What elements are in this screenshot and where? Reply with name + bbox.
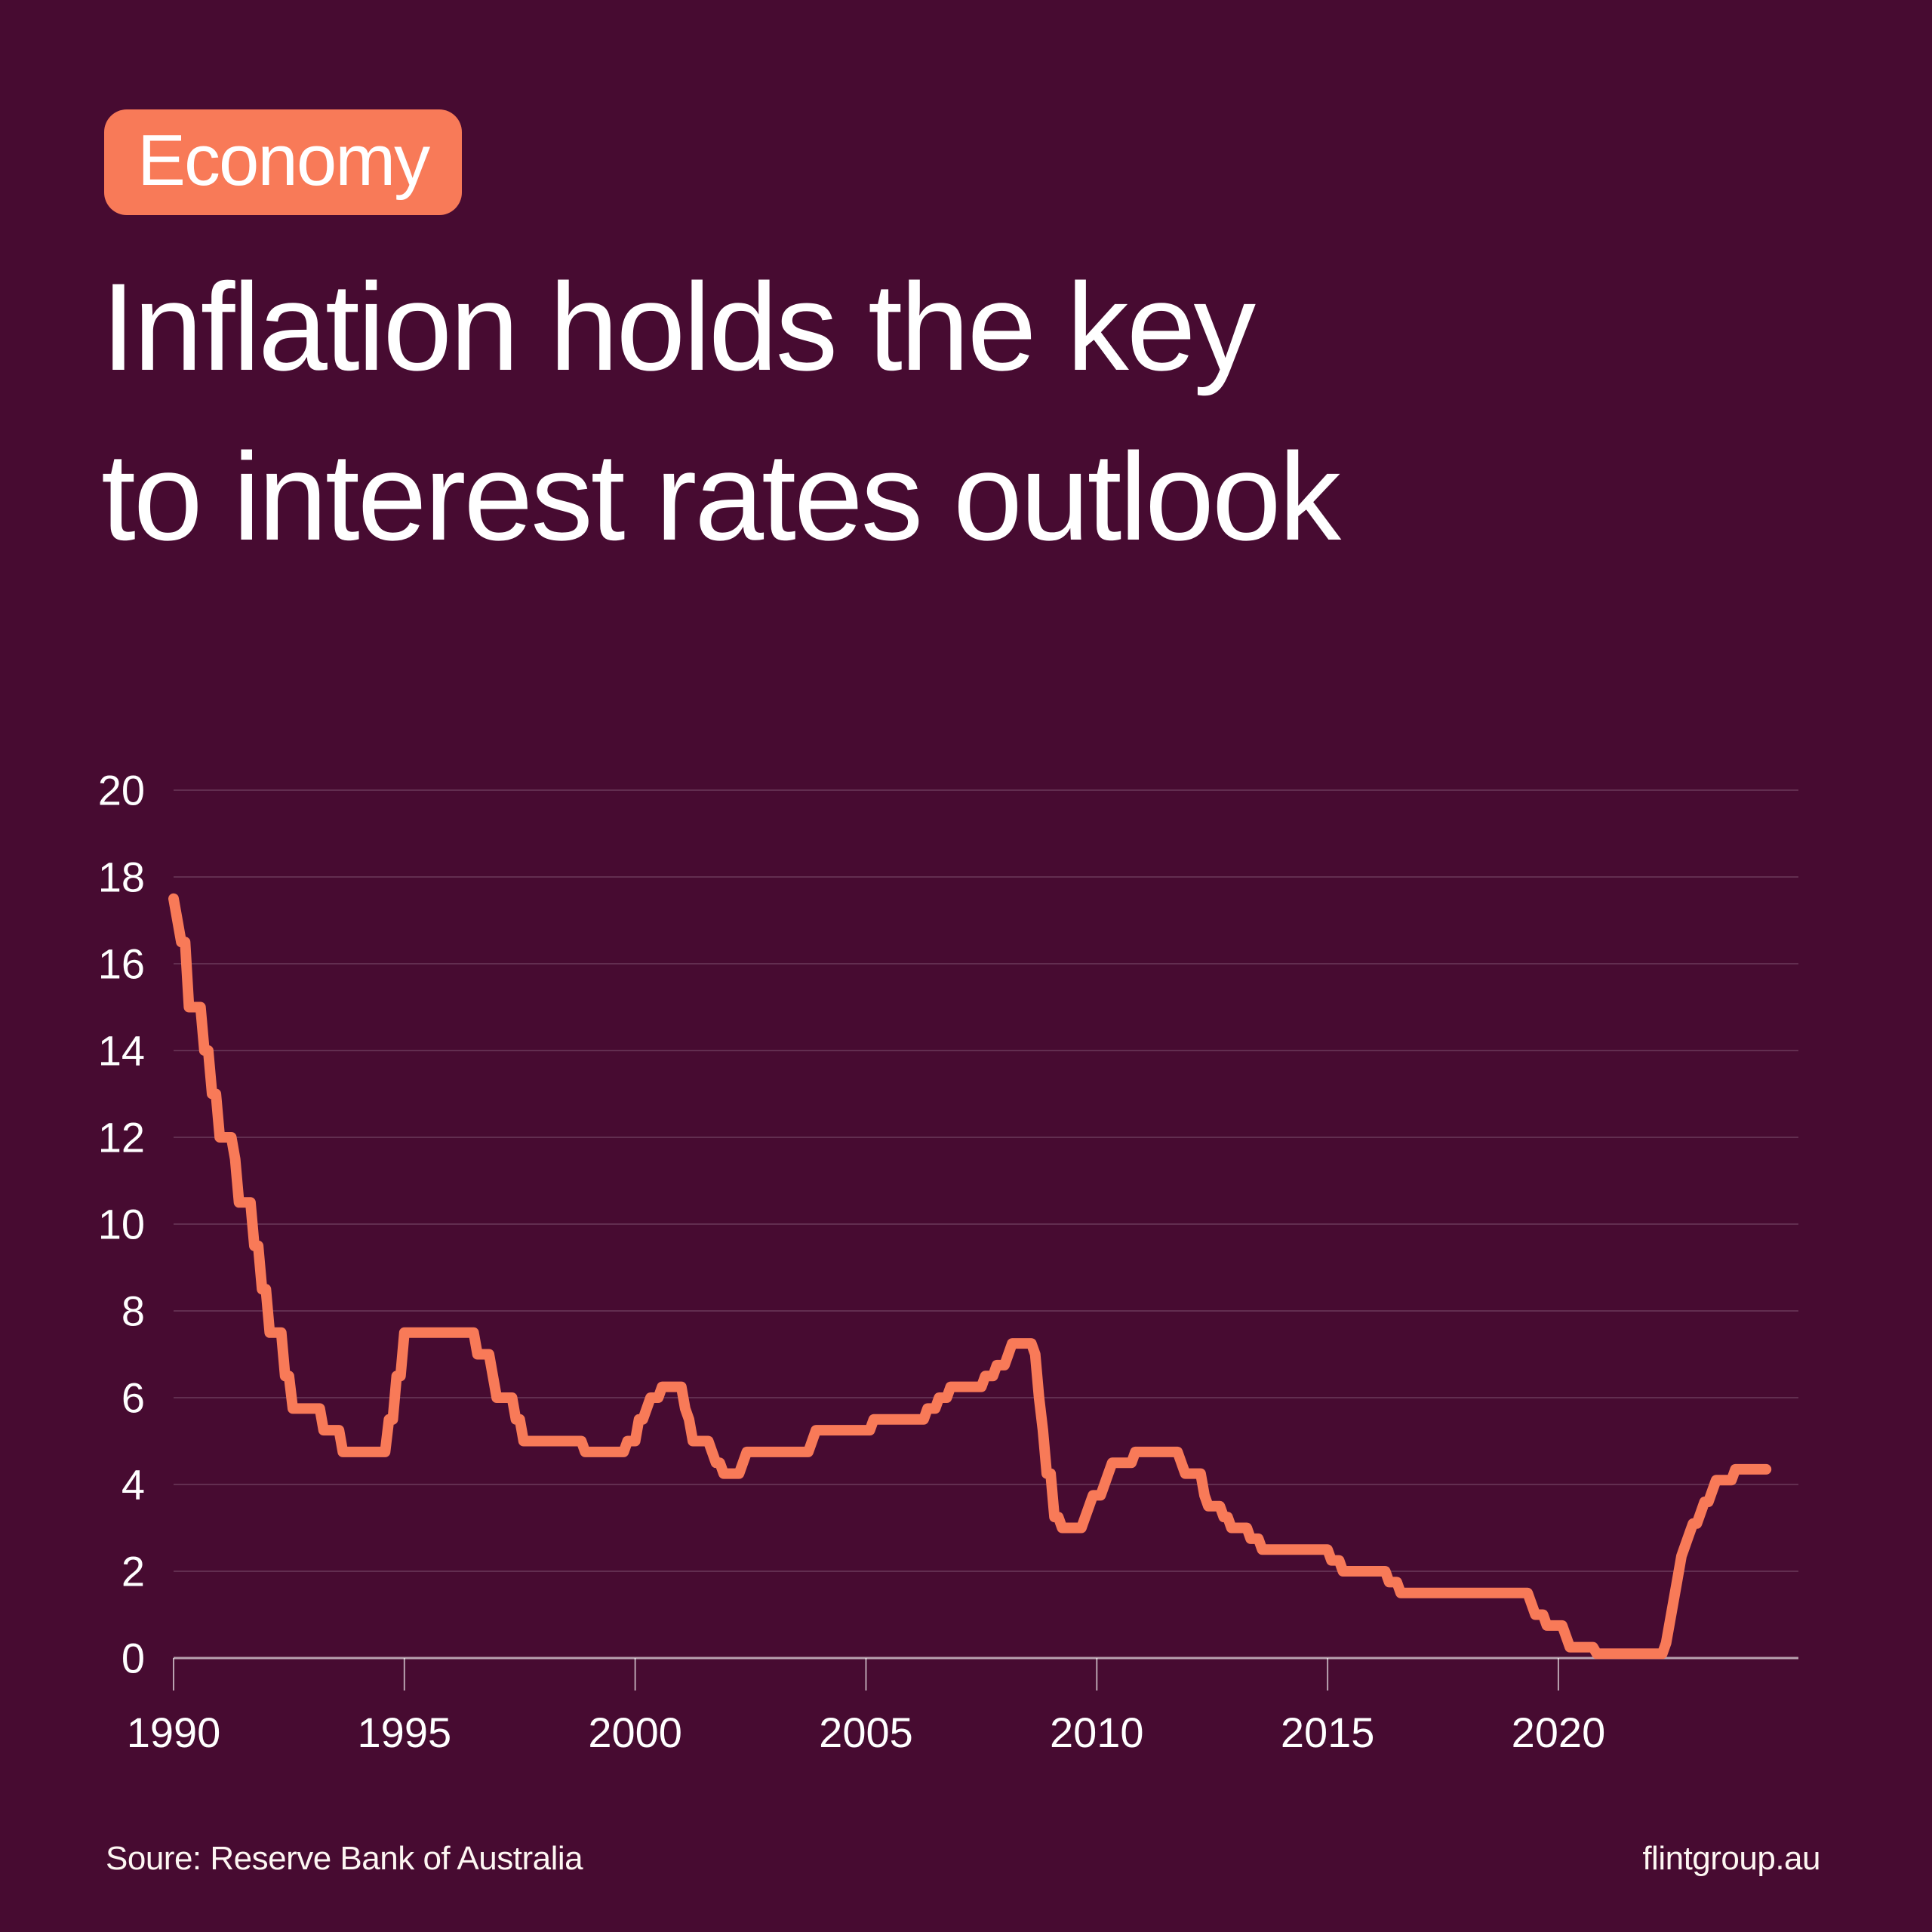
source-note: Soure: Reserve Bank of Australia bbox=[106, 1840, 583, 1877]
rate-line bbox=[168, 893, 1772, 1660]
y-tick-label: 14 bbox=[98, 1027, 145, 1075]
y-tick-label: 20 bbox=[98, 767, 145, 814]
y-tick-label: 18 bbox=[98, 854, 145, 901]
y-tick-label: 8 bbox=[122, 1287, 145, 1335]
category-badge-label: Economy bbox=[137, 120, 430, 201]
x-tick-label: 2005 bbox=[819, 1709, 913, 1756]
x-tick-label: 2015 bbox=[1281, 1709, 1375, 1756]
y-tick-label: 6 bbox=[122, 1374, 145, 1422]
x-tick-label: 2010 bbox=[1050, 1709, 1144, 1756]
x-tick-label: 1990 bbox=[127, 1709, 221, 1756]
y-tick-label: 16 bbox=[98, 940, 145, 988]
x-tick-label: 2000 bbox=[588, 1709, 682, 1756]
y-tick-label: 4 bbox=[122, 1461, 145, 1509]
y-tick-label: 12 bbox=[98, 1114, 145, 1161]
x-tick-label: 1995 bbox=[358, 1709, 452, 1756]
page-title: Inflation holds the key to interest rates… bbox=[101, 242, 1341, 582]
x-tick-label: 2020 bbox=[1512, 1709, 1606, 1756]
page-title-line2: to interest rates outlook bbox=[101, 427, 1341, 566]
category-badge: Economy bbox=[104, 109, 463, 215]
y-tick-label: 2 bbox=[122, 1548, 145, 1595]
y-tick-label: 10 bbox=[98, 1201, 145, 1248]
y-tick-label: 0 bbox=[122, 1635, 145, 1682]
brand-url: flintgroup.au bbox=[1642, 1840, 1820, 1877]
page-title-line1: Inflation holds the key bbox=[101, 257, 1256, 396]
